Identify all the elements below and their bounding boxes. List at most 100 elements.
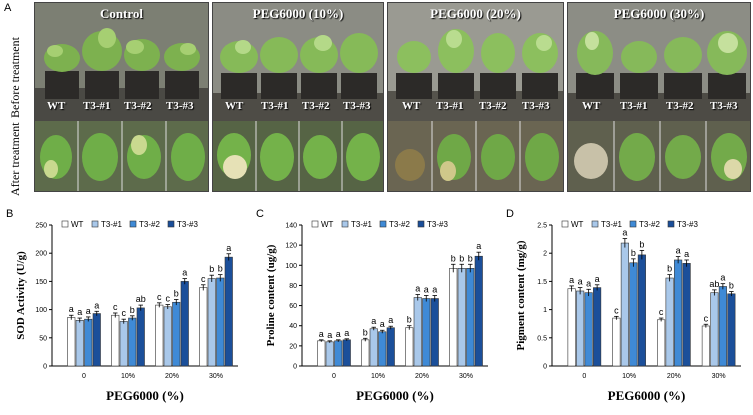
- significance-letter: a: [676, 246, 681, 256]
- pot-label: T3-#2: [666, 100, 694, 112]
- significance-letter: a: [86, 306, 91, 316]
- y-tick-label: 40: [289, 323, 297, 330]
- significance-letter: a: [432, 285, 437, 295]
- y-tick-label: 0: [293, 364, 297, 371]
- y-tick-label: 100: [35, 307, 47, 314]
- y-tick-label: 80: [289, 283, 297, 290]
- bar: [216, 277, 225, 367]
- legend-swatch: [667, 220, 675, 228]
- bar: [172, 301, 181, 367]
- panel-letter: D: [506, 208, 514, 220]
- photo-after-peg30: [568, 121, 750, 191]
- x-tick-label: 30%: [712, 373, 726, 380]
- significance-letter: a: [595, 274, 600, 284]
- bar: [710, 292, 719, 367]
- significance-letter: c: [659, 307, 664, 317]
- bar: [317, 340, 326, 367]
- bar: [701, 325, 710, 367]
- bar: [92, 313, 101, 367]
- x-axis-label: PEG6000 (%): [106, 388, 184, 403]
- y-tick-label: 2: [543, 251, 547, 258]
- bar: [199, 287, 208, 367]
- significance-letter: b: [218, 264, 223, 274]
- bar: [155, 304, 164, 367]
- legend-swatch: [129, 220, 137, 228]
- pot-label: T3-#2: [479, 100, 507, 112]
- pot-label: T3-#1: [83, 100, 111, 112]
- bar: [386, 327, 395, 367]
- significance-letter: c: [614, 305, 619, 315]
- x-tick-label: 0: [332, 373, 336, 380]
- bar: [629, 262, 638, 367]
- significance-letter: a: [684, 249, 689, 259]
- chart-svg: C 0 20 40 60 80 100 120 140 Proline content (ug/g…: [256, 208, 488, 403]
- bar: [163, 306, 172, 367]
- photo-after-peg20: [388, 121, 563, 191]
- x-tick-label: 0: [82, 373, 86, 380]
- bar: [128, 317, 137, 367]
- x-tick-label: 10%: [371, 373, 385, 380]
- significance-letter: a: [69, 304, 74, 314]
- x-axis-label: PEG6000 (%): [608, 388, 686, 403]
- bar: [576, 290, 585, 367]
- photo-peg10: PEG6000 (10%) WT T3-#1 T3-#2 T3-#3: [212, 2, 384, 192]
- bar: [637, 254, 646, 367]
- photo-before-control: [35, 3, 208, 121]
- legend-label: T3-#2: [639, 220, 660, 229]
- y-tick-label: 120: [285, 243, 297, 250]
- panel-letter: C: [256, 208, 264, 220]
- significance-letter: b: [729, 281, 734, 291]
- significance-letter: c: [157, 292, 162, 302]
- y-tick-label: 150: [35, 279, 47, 286]
- chart-svg: B 0 50 100 150 200 250 SOD Activity (U/g) PEG600…: [6, 208, 238, 403]
- legend-swatch: [61, 220, 69, 228]
- significance-letter: a: [720, 273, 725, 283]
- y-tick-label: 200: [35, 251, 47, 258]
- y-tick-label: 1: [543, 307, 547, 314]
- x-tick-label: 30%: [459, 373, 473, 380]
- significance-letter: a: [226, 243, 231, 253]
- significance-letter: a: [319, 329, 324, 339]
- legend-swatch: [341, 220, 349, 228]
- legend-label: T3-#1: [101, 220, 122, 229]
- significance-letter: b: [407, 315, 412, 325]
- treatment-title: PEG6000 (30%): [613, 6, 705, 21]
- x-tick-label: 20%: [415, 373, 429, 380]
- significance-letter: a: [388, 315, 393, 325]
- bar: [136, 307, 145, 367]
- significance-letter: a: [344, 328, 349, 338]
- bar: [727, 293, 736, 367]
- pot-label: T3-#1: [620, 100, 648, 112]
- pot-label: WT: [402, 100, 421, 112]
- y-tick-label: 2.5: [537, 223, 547, 230]
- pot-label: T3-#2: [302, 100, 330, 112]
- significance-letter: b: [363, 327, 368, 337]
- photo-after-control: [35, 121, 208, 191]
- significance-letter: a: [569, 275, 574, 285]
- bar: [224, 256, 233, 367]
- significance-letter: a: [586, 278, 591, 288]
- bar: [665, 277, 674, 367]
- bar: [111, 314, 120, 367]
- panel-letter-a: A: [4, 2, 12, 14]
- bar: [682, 263, 691, 367]
- bar: [612, 317, 621, 367]
- y-tick-label: 250: [35, 223, 47, 230]
- pot-label: T3-#1: [436, 100, 464, 112]
- bar: [674, 259, 683, 367]
- significance-letter: c: [122, 308, 127, 318]
- pot-label: T3-#3: [166, 100, 194, 112]
- significance-letter: b: [639, 239, 644, 249]
- legend-swatch: [379, 220, 387, 228]
- significance-letter: c: [166, 294, 171, 304]
- treatment-title: PEG6000 (20%): [430, 6, 521, 21]
- bar: [422, 298, 431, 367]
- bar: [180, 281, 189, 367]
- y-tick-label: 20: [289, 343, 297, 350]
- chart-b: B 0 50 100 150 200 250 SOD Activity (U/g) PEG600…: [0, 207, 250, 410]
- photo-control: Control WT T3-#1 T3-#2 T3-#3: [34, 2, 209, 192]
- bar: [593, 287, 602, 367]
- y-tick-label: 0: [543, 364, 547, 371]
- significance-letter: ab: [136, 294, 146, 304]
- y-tick-label: 1.5: [537, 279, 547, 286]
